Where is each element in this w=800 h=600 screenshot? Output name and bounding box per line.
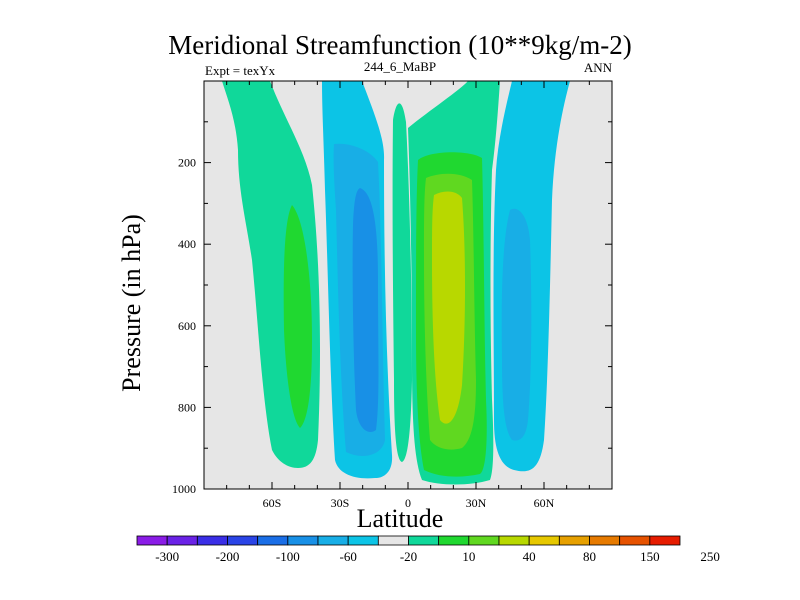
x-ticks: 60S 30S 0 30N 60N [226,81,590,510]
colorbar-swatch [619,535,651,546]
colorbar-swatch [528,535,560,546]
colorbar-label: 150 [640,549,660,564]
y-tick-label: 400 [178,237,196,251]
colorbar-swatch [438,535,470,546]
colorbar-swatch [468,535,500,546]
y-tick-label: 200 [178,156,196,170]
colorbar-swatch [558,535,590,546]
colorbar-swatch [377,535,409,546]
colorbar-swatch [408,535,440,546]
contour-nh-negative [501,208,532,441]
colorbar-label: 10 [462,549,475,564]
x-tick-label: 60N [534,496,555,510]
colorbar-swatch [196,535,228,546]
contour-sh-strong-negative [352,188,379,432]
contour-fills [222,81,570,485]
colorbar-swatch [166,535,198,546]
colorbar-swatch [257,535,289,546]
contour-sh-positive [283,205,312,428]
case-label: 244_6_MaBP [363,59,437,74]
x-tick-label: 30N [466,496,487,510]
colorbar-label: -200 [216,549,240,564]
colorbar-swatch [317,535,349,546]
x-tick-label: 0 [405,496,411,510]
x-tick-label: 60S [263,496,282,510]
colorbar-label: -60 [339,549,356,564]
colorbar-swatch [287,535,319,546]
colorbar-label: -100 [276,549,300,564]
colorbar-label: -20 [400,549,417,564]
contour-tropical-weak-positive-a [392,103,412,462]
colorbar-swatch [347,535,379,546]
x-tick-label: 30S [331,496,350,510]
colorbar-swatch [649,535,681,546]
colorbar-swatch [589,535,621,546]
y-tick-label: 1000 [172,482,196,496]
colorbar-label: -300 [155,549,179,564]
y-tick-label: 600 [178,319,196,333]
colorbar-label: 250 [700,549,720,564]
contour-tropical-strong-positive [432,191,465,424]
colorbar-swatch [136,535,168,546]
season-label: ANN [583,60,612,75]
colorbar: -300 -200 -100 -60 -20 10 40 80 150 250 [136,535,720,564]
colorbar-label: 40 [523,549,536,564]
colorbar-swatch [227,535,259,546]
colorbar-swatch [498,535,530,546]
chart-title: Meridional Streamfunction (10**9kg/m-2) [168,30,632,60]
x-axis-label: Latitude [356,504,444,533]
colorbar-label: 80 [583,549,596,564]
y-ticks: 200 400 600 800 1000 [172,121,612,496]
y-tick-label: 800 [178,400,196,414]
experiment-label: Expt = texYx [205,63,276,78]
